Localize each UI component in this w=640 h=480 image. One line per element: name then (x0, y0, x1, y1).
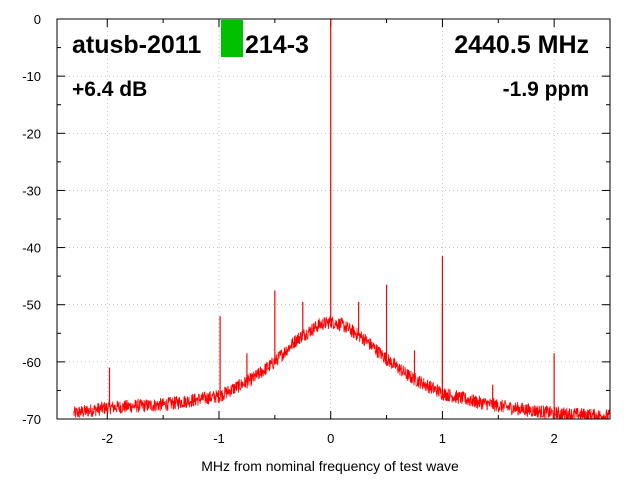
spectrum-series (73, 316, 611, 421)
plot-frame (56, 18, 611, 420)
x-tick-label-2: 0 (327, 431, 334, 446)
frequency-label: 2440.5 MHz (454, 31, 589, 59)
x-tick-label-3: 1 (439, 431, 446, 446)
gain-label: +6.4 dB (72, 78, 147, 101)
noise-floor-line (73, 316, 611, 421)
x-tick-label-4: 2 (551, 431, 558, 446)
y-tick-label-1: -10 (22, 69, 41, 84)
x-tick-label-1: -1 (213, 431, 225, 446)
y-tick-label-4: -40 (22, 241, 41, 256)
x-axis-label: MHz from nominal frequency of test wave (201, 458, 459, 474)
device-suffix-label: 214-3 (245, 31, 309, 59)
device-label: atusb-2011 (72, 31, 201, 59)
y-tick-label-3: -30 (22, 183, 41, 198)
y-tick-label-6: -60 (22, 355, 41, 370)
spur-lines (108, 19, 555, 414)
offset-label: -1.9 ppm (503, 78, 589, 101)
y-tick-label-7: -70 (22, 412, 41, 427)
y-tick-label-0: 0 (34, 12, 41, 27)
status-marker (221, 20, 243, 57)
x-tick-label-0: -2 (101, 431, 113, 446)
y-tick-label-2: -20 (22, 126, 41, 141)
tick-labels: -2 -1 0 1 20-10-20-30-40-50-60-70 (22, 12, 558, 446)
y-tick-label-5: -50 (22, 298, 41, 313)
